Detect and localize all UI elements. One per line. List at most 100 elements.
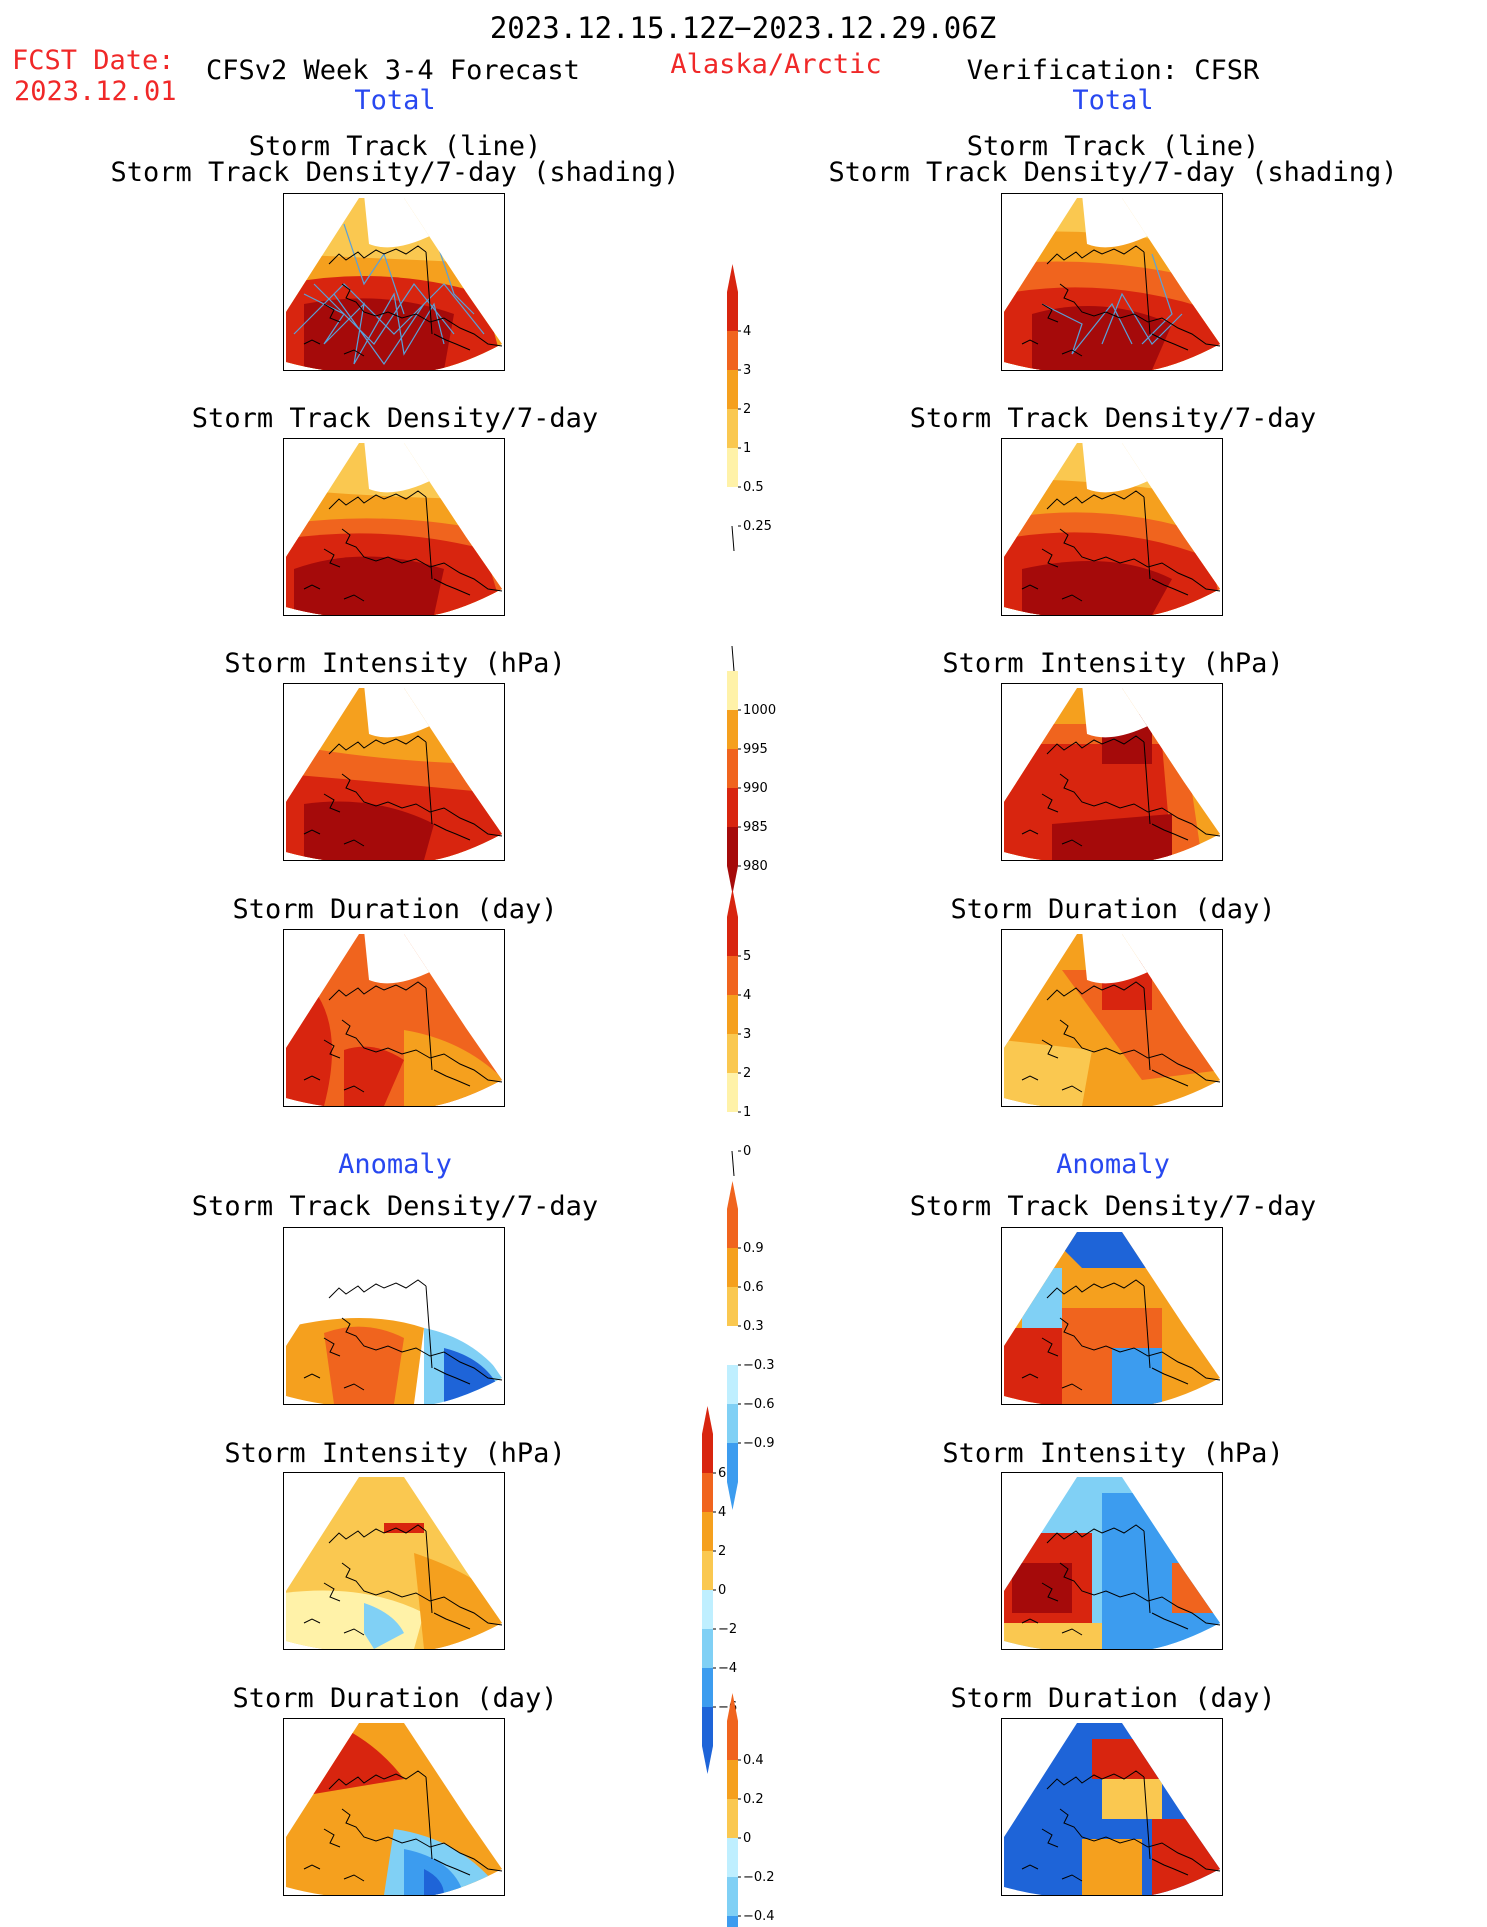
colorbar-intensity-tick-label: 990 — [743, 781, 768, 796]
map-forecast-intensity-anom-svg — [284, 1473, 504, 1649]
map-verif-duration-anom — [1001, 1718, 1223, 1896]
colorbar-duration-svg: 5 4 3 2 1 0 — [727, 889, 751, 1177]
right-intensity-anom-title: Storm Intensity (hPa) — [942, 1438, 1284, 1469]
fcst-date-value: 2023.12.01 — [14, 76, 177, 107]
colorbar-duration-anom-segment — [727, 1721, 738, 1760]
colorbar-density-anom-segment — [727, 1326, 738, 1365]
colorbar-intensity-anom-segment — [702, 1590, 713, 1629]
fcst-date-label: FCST Date: — [12, 45, 175, 76]
left-intensity-anom-title: Storm Intensity (hPa) — [224, 1438, 566, 1469]
map-forecast-density — [283, 438, 505, 616]
colorbar-duration-anom-segment — [727, 1760, 738, 1799]
right-intensity-title: Storm Intensity (hPa) — [942, 648, 1284, 679]
colorbar-intensity-anom-segment — [702, 1668, 713, 1707]
colorbar-duration-anom-segment — [727, 1799, 738, 1838]
map-verif-duration-anom-svg — [1002, 1719, 1222, 1895]
colorbar-intensity: 1000 995 990 985 980 — [722, 645, 782, 894]
colorbar-density-tick-label: 4 — [743, 324, 751, 339]
map-verif-duration — [1001, 929, 1223, 1107]
verification-title: Verification: CFSR — [966, 55, 1260, 86]
right-total-label: Total — [1072, 85, 1154, 116]
region-title: Alaska/Arctic — [670, 49, 882, 80]
colorbar-density-anom-segment — [727, 1209, 738, 1248]
colorbar-density-anom-segment — [727, 1404, 738, 1443]
left-duration-anom-title: Storm Duration (day) — [232, 1683, 558, 1714]
map-verif-density-anom-svg — [1002, 1228, 1222, 1404]
left-density-title: Storm Track Density/7-day — [191, 403, 599, 434]
colorbar-intensity-anom-segment — [702, 1629, 713, 1668]
colorbar-intensity-svg: 1000 995 990 985 980 — [727, 645, 776, 894]
colorbar-density-segment — [727, 292, 738, 331]
colorbar-duration-anom-segment — [727, 1877, 738, 1916]
colorbar-intensity-anom-segment — [702, 1707, 713, 1746]
left-anomaly-label: Anomaly — [338, 1149, 452, 1180]
colorbar-density-tick-label: 0.5 — [743, 480, 764, 495]
colorbar-density-segment — [727, 487, 738, 526]
colorbar-intensity-anom-segment — [702, 1512, 713, 1551]
colorbar-density-anom-segment — [727, 1443, 738, 1482]
model-title: CFSv2 Week 3-4 Forecast — [206, 55, 580, 86]
colorbar-density-segment — [727, 370, 738, 409]
colorbar-density-anom-tick-label: −0.6 — [743, 1397, 775, 1412]
colorbar-density-anom-tick-label: −0.9 — [743, 1436, 775, 1451]
colorbar-duration-anom-segment — [727, 1838, 738, 1877]
colorbar-density-anom-svg: 0.9 0.6 0.3 −0.3 −0.6 −0.9 — [727, 1181, 775, 1510]
right-density-anom-title: Storm Track Density/7-day — [909, 1191, 1317, 1222]
colorbar-density-anom-tick-label: −0.3 — [743, 1358, 775, 1373]
colorbar-intensity-anom: 6 4 2 0 −2 −4 −6 — [697, 1406, 757, 1774]
map-verif-density-svg — [1002, 439, 1222, 615]
colorbar-density-segment — [727, 409, 738, 448]
right-duration-title: Storm Duration (day) — [950, 894, 1276, 925]
colorbar-duration-segment — [727, 995, 738, 1034]
left-track-shading-title: Storm Track Density/7-day (shading) — [110, 157, 680, 188]
colorbar-duration-tick-label: 4 — [743, 988, 751, 1003]
colorbar-density-tick-label: 3 — [743, 363, 751, 378]
map-verif-duration-svg — [1002, 930, 1222, 1106]
colorbar-density-segment — [727, 448, 738, 487]
colorbar-density-tick-label: 0.25 — [743, 519, 772, 534]
map-verif-intensity-anom-svg — [1002, 1473, 1222, 1649]
colorbar-duration-segment — [727, 956, 738, 995]
colorbar-duration: 5 4 3 2 1 0 — [722, 889, 782, 1177]
colorbar-duration-tick-label: 2 — [743, 1066, 751, 1081]
colorbar-duration-anom-tick-label: 0 — [743, 1831, 751, 1846]
colorbar-density-anom-segment — [727, 1248, 738, 1287]
map-verif-track-svg — [1002, 194, 1222, 370]
colorbar-density-anom-tick-label: 0.3 — [743, 1319, 764, 1334]
left-density-anom-title: Storm Track Density/7-day — [191, 1191, 599, 1222]
left-track-line-title: Storm Track (line) — [248, 131, 542, 162]
colorbar-intensity-segment — [727, 749, 738, 788]
map-verif-intensity-anom — [1001, 1472, 1223, 1650]
map-forecast-duration — [283, 929, 505, 1107]
colorbar-duration-segment — [727, 1034, 738, 1073]
map-forecast-intensity-anom — [283, 1472, 505, 1650]
colorbar-intensity-anom-segment — [702, 1551, 713, 1590]
colorbar-duration-anom-tick-label: −0.2 — [743, 1870, 775, 1885]
right-density-title: Storm Track Density/7-day — [909, 403, 1317, 434]
map-forecast-density-anom-svg — [284, 1228, 504, 1404]
colorbar-duration-segment — [727, 917, 738, 956]
colorbar-intensity-anom-tick-label: 0 — [718, 1583, 726, 1598]
date-range-title: 2023.12.15.12Z−2023.12.29.06Z — [489, 11, 997, 45]
colorbar-duration-segment — [727, 1073, 738, 1112]
right-duration-anom-title: Storm Duration (day) — [950, 1683, 1276, 1714]
left-total-label: Total — [354, 85, 436, 116]
right-anomaly-label: Anomaly — [1056, 1149, 1170, 1180]
colorbar-intensity-anom-tick-label: 4 — [718, 1505, 726, 1520]
colorbar-density-anom: 0.9 0.6 0.3 −0.3 −0.6 −0.9 — [722, 1181, 782, 1510]
colorbar-duration-anom-tick-label: 0.2 — [743, 1792, 764, 1807]
map-verif-intensity-svg — [1002, 684, 1222, 860]
colorbar-intensity-tick-label: 980 — [743, 859, 768, 874]
colorbar-intensity-anom-tick-label: 2 — [718, 1544, 726, 1559]
colorbar-duration-tick-label: 1 — [743, 1105, 751, 1120]
colorbar-intensity-anom-segment — [702, 1473, 713, 1512]
colorbar-intensity-anom-tick-label: −4 — [718, 1661, 737, 1676]
map-verif-track — [1001, 193, 1223, 371]
colorbar-density-anom-tick-label: 0.6 — [743, 1280, 764, 1295]
colorbar-density: 4 3 2 1 0.5 0.25 — [722, 264, 782, 552]
map-verif-intensity — [1001, 683, 1223, 861]
map-forecast-duration-anom-svg — [284, 1719, 504, 1895]
map-forecast-track-svg — [284, 194, 504, 370]
colorbar-density-anom-segment — [727, 1365, 738, 1404]
